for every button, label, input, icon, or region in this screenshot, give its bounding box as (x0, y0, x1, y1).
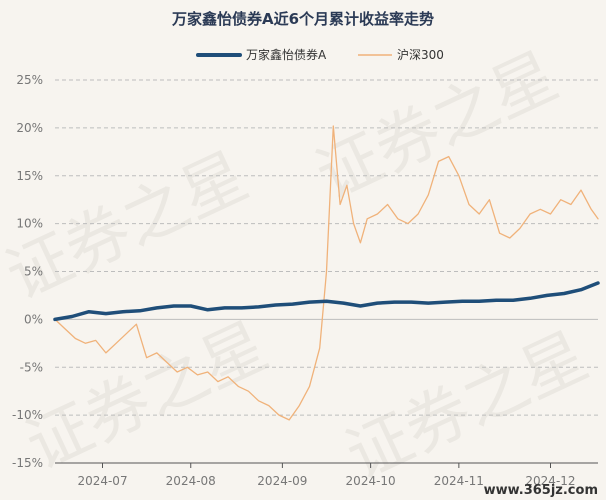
axes: -15% -10% -5% 0% 5% 10% 15% 20% 25% 2024-07 2024-0… (12, 73, 598, 488)
y-tick-label: 15% (16, 169, 43, 183)
watermark-text: 证券之星 (335, 319, 598, 494)
legend-label-fund: 万家鑫怡债券A (246, 47, 327, 62)
site-label: www.365jz.com (484, 483, 598, 498)
series-layer (53, 125, 600, 421)
y-tick-label: 10% (16, 217, 43, 231)
x-tick-label: 2024-10 (346, 474, 396, 488)
y-tick-label: 20% (16, 121, 43, 135)
y-tick-label: 25% (16, 73, 43, 87)
series-line-fund (53, 281, 600, 322)
x-tick-label: 2024-11 (434, 474, 484, 488)
legend: 万家鑫怡债券A 沪深300 (196, 47, 444, 62)
x-tick-label: 2024-07 (77, 474, 127, 488)
y-tick-label: 0% (24, 312, 43, 326)
watermark-text: 证券之星 (15, 309, 278, 484)
y-tick-label: 5% (24, 265, 43, 279)
y-tick-label: -15% (12, 456, 43, 470)
x-tick-label: 2024-12 (525, 474, 575, 488)
series-line-index (54, 125, 599, 421)
grid (55, 79, 598, 464)
x-tick-label: 2024-09 (257, 474, 307, 488)
y-tick-label: -10% (12, 408, 43, 422)
x-tick-label: 2024-08 (166, 474, 216, 488)
y-tick-label: -5% (20, 360, 43, 374)
watermark-text: 证券之星 (305, 39, 568, 214)
legend-label-index: 沪深300 (397, 48, 444, 62)
chart-title: 万家鑫怡债券A近6个月累计收益率走势 (171, 10, 434, 28)
